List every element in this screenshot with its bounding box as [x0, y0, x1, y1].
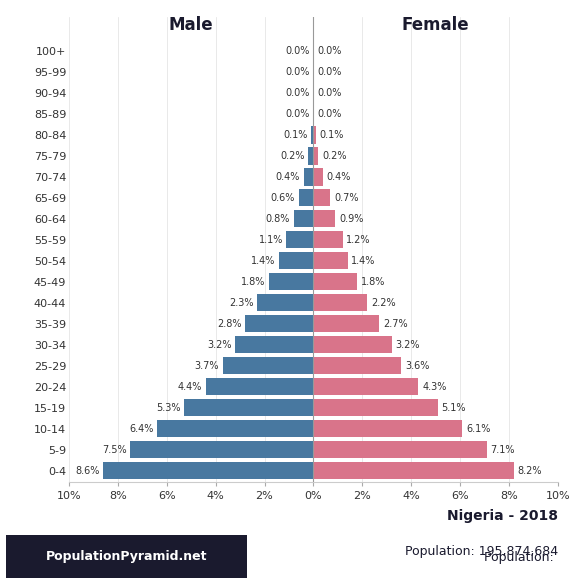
Bar — [313, 148, 319, 164]
Bar — [104, 462, 313, 479]
Text: 3.7%: 3.7% — [195, 361, 219, 371]
Bar — [309, 148, 313, 164]
Bar — [313, 420, 462, 437]
Text: 0.1%: 0.1% — [283, 130, 307, 140]
Bar — [313, 294, 367, 311]
Text: 5.3%: 5.3% — [156, 403, 180, 413]
Bar — [235, 336, 313, 353]
Text: 1.8%: 1.8% — [361, 277, 385, 287]
Text: 3.2%: 3.2% — [207, 340, 232, 350]
Text: 2.8%: 2.8% — [217, 319, 242, 329]
Bar — [157, 420, 313, 437]
Bar — [313, 210, 335, 228]
Bar — [223, 357, 313, 374]
Text: 0.4%: 0.4% — [327, 172, 351, 182]
Text: 4.4%: 4.4% — [178, 382, 202, 392]
Text: 2.2%: 2.2% — [371, 298, 396, 308]
Bar — [313, 252, 347, 270]
Bar — [313, 462, 514, 479]
Text: 0.0%: 0.0% — [317, 67, 342, 77]
Text: 0.6%: 0.6% — [271, 193, 295, 203]
Bar — [313, 126, 316, 144]
Text: 0.0%: 0.0% — [317, 88, 342, 98]
Text: 0.1%: 0.1% — [320, 130, 344, 140]
Text: Population: 195,874,684: Population: 195,874,684 — [405, 545, 558, 558]
Text: 1.4%: 1.4% — [251, 256, 275, 266]
Text: 0.0%: 0.0% — [317, 46, 342, 56]
Text: 1.4%: 1.4% — [351, 256, 375, 266]
Bar — [130, 441, 313, 458]
Bar — [313, 441, 487, 458]
Bar — [294, 210, 313, 228]
Text: 5.1%: 5.1% — [442, 403, 466, 413]
Bar — [206, 378, 313, 395]
Text: 3.6%: 3.6% — [405, 361, 430, 371]
Text: 6.4%: 6.4% — [129, 424, 154, 434]
Bar — [311, 126, 313, 144]
Text: 0.2%: 0.2% — [281, 151, 305, 161]
Text: 2.3%: 2.3% — [229, 298, 254, 308]
Bar — [313, 315, 380, 332]
Text: 0.0%: 0.0% — [317, 109, 342, 119]
Text: 7.5%: 7.5% — [102, 444, 126, 455]
Bar — [286, 231, 313, 249]
Text: 0.2%: 0.2% — [322, 151, 346, 161]
Text: 8.6%: 8.6% — [75, 466, 99, 476]
Bar — [245, 315, 313, 332]
Text: 0.7%: 0.7% — [334, 193, 359, 203]
Bar — [184, 399, 313, 417]
Bar — [304, 168, 313, 185]
Text: 1.2%: 1.2% — [346, 235, 371, 245]
Bar — [313, 273, 358, 290]
Text: Population:: Population: — [484, 551, 558, 564]
Text: Male: Male — [169, 16, 213, 34]
Bar — [257, 294, 313, 311]
Text: 0.4%: 0.4% — [275, 172, 300, 182]
Text: 1.8%: 1.8% — [242, 277, 266, 287]
Text: 0.8%: 0.8% — [266, 214, 290, 224]
Text: 0.0%: 0.0% — [285, 88, 310, 98]
Text: 1.1%: 1.1% — [258, 235, 283, 245]
Text: 0.0%: 0.0% — [285, 67, 310, 77]
Text: Female: Female — [402, 16, 469, 34]
Bar — [313, 336, 392, 353]
Bar — [299, 189, 313, 206]
Text: 0.0%: 0.0% — [285, 109, 310, 119]
Text: 0.9%: 0.9% — [339, 214, 363, 224]
Text: 0.0%: 0.0% — [285, 46, 310, 56]
Text: PopulationPyramid.net: PopulationPyramid.net — [46, 550, 207, 563]
Text: 3.2%: 3.2% — [395, 340, 420, 350]
Bar — [313, 189, 331, 206]
Bar — [279, 252, 313, 270]
Text: 4.3%: 4.3% — [422, 382, 447, 392]
Text: Nigeria - 2018: Nigeria - 2018 — [447, 509, 558, 523]
Bar — [313, 168, 323, 185]
Bar — [313, 399, 438, 417]
Bar — [313, 231, 343, 249]
Bar — [269, 273, 313, 290]
Bar — [313, 378, 419, 395]
Text: 6.1%: 6.1% — [466, 424, 490, 434]
Text: 8.2%: 8.2% — [518, 466, 542, 476]
Bar — [313, 357, 401, 374]
Text: 7.1%: 7.1% — [490, 444, 515, 455]
Text: 2.7%: 2.7% — [383, 319, 408, 329]
